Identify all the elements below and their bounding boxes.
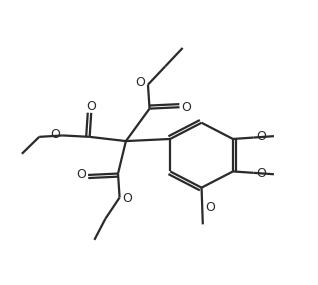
Text: O: O [76, 168, 86, 182]
Text: O: O [181, 101, 191, 114]
Text: O: O [135, 76, 145, 89]
Text: O: O [256, 167, 266, 180]
Text: O: O [256, 130, 266, 143]
Text: O: O [86, 99, 96, 113]
Text: O: O [122, 192, 132, 205]
Text: O: O [205, 201, 215, 214]
Text: O: O [50, 128, 60, 141]
